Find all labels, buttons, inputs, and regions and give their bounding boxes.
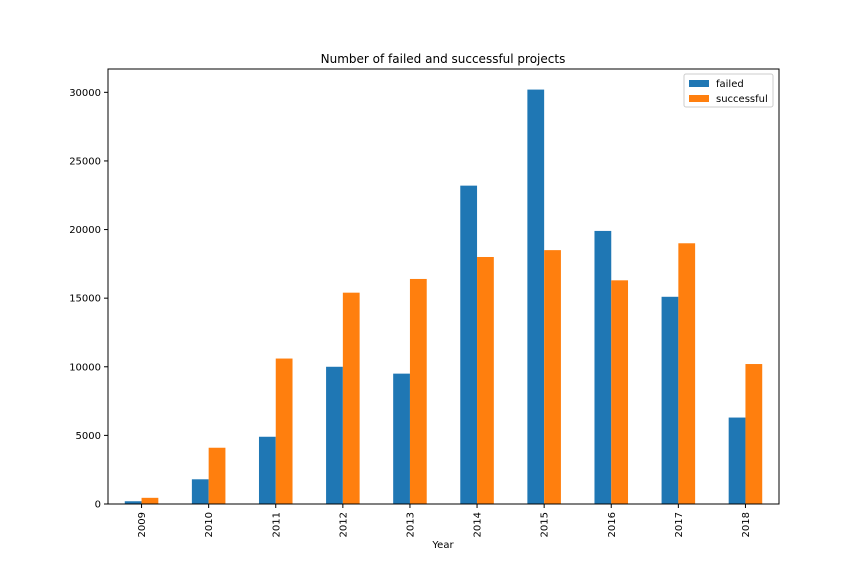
- bar-successful-2014: [477, 256, 494, 504]
- legend-label-failed: failed: [716, 79, 744, 90]
- y-tick-label-25000: 25000: [69, 156, 101, 167]
- x-tick-label-2011: 2011: [271, 512, 282, 537]
- x-axis: 2009 2010 2011 2012 2013 2014 2015 2016 2017 2018: [137, 504, 752, 537]
- y-tick-label-30000: 30000: [69, 88, 101, 99]
- y-tick-label-10000: 10000: [69, 362, 101, 373]
- bar-successful-2017: [678, 243, 696, 504]
- plot-area: [107, 68, 780, 505]
- x-tick-label-2015: 2015: [540, 512, 551, 537]
- bar-failed-2014: [460, 185, 478, 504]
- y-axis: 0 5000 10000 15000 20000 25000 30000: [69, 88, 108, 511]
- y-tick-label-15000: 15000: [69, 294, 101, 305]
- bar-successful-2011: [275, 358, 293, 504]
- bar-failed-2010: [191, 479, 209, 504]
- x-tick-label-2014: 2014: [473, 512, 484, 537]
- bar-successful-2009: [141, 497, 159, 504]
- y-tick-label-0: 0: [95, 500, 101, 511]
- legend-swatch-failed: [689, 80, 709, 87]
- legend-swatch-successful: [689, 95, 709, 102]
- x-tick-label-2016: 2016: [607, 512, 618, 537]
- x-tick-label-2013: 2013: [405, 512, 416, 537]
- bar-failed-2011: [258, 436, 276, 504]
- bar-successful-2018: [745, 364, 763, 504]
- x-tick-label-2009: 2009: [137, 512, 148, 537]
- bar-successful-2012: [342, 292, 360, 504]
- bar-failed-2015: [527, 89, 545, 505]
- bar-successful-2015: [544, 250, 561, 504]
- x-tick-label-2012: 2012: [338, 512, 349, 537]
- legend: failed successful: [683, 73, 774, 108]
- bar-failed-2017: [661, 296, 679, 504]
- chart-title: Number of failed and successful projects: [321, 52, 566, 66]
- y-tick-label-5000: 5000: [76, 431, 101, 442]
- x-tick-label-2010: 2010: [204, 512, 215, 537]
- bar-failed-2012: [326, 366, 343, 504]
- plot-frame: [107, 68, 780, 505]
- bar-failed-2018: [728, 417, 746, 504]
- bar-failed-2013: [393, 373, 410, 504]
- y-tick-label-20000: 20000: [69, 225, 101, 236]
- legend-label-successful: successful: [716, 94, 768, 105]
- x-axis-label: Year: [431, 540, 454, 551]
- bar-successful-2010: [208, 447, 226, 504]
- x-tick-label-2018: 2018: [741, 512, 752, 537]
- bar-successful-2013: [409, 278, 427, 504]
- x-tick-label-2017: 2017: [674, 512, 685, 537]
- bar-failed-2016: [594, 230, 612, 504]
- bar-successful-2016: [611, 280, 629, 504]
- bar-failed-2009: [124, 501, 142, 504]
